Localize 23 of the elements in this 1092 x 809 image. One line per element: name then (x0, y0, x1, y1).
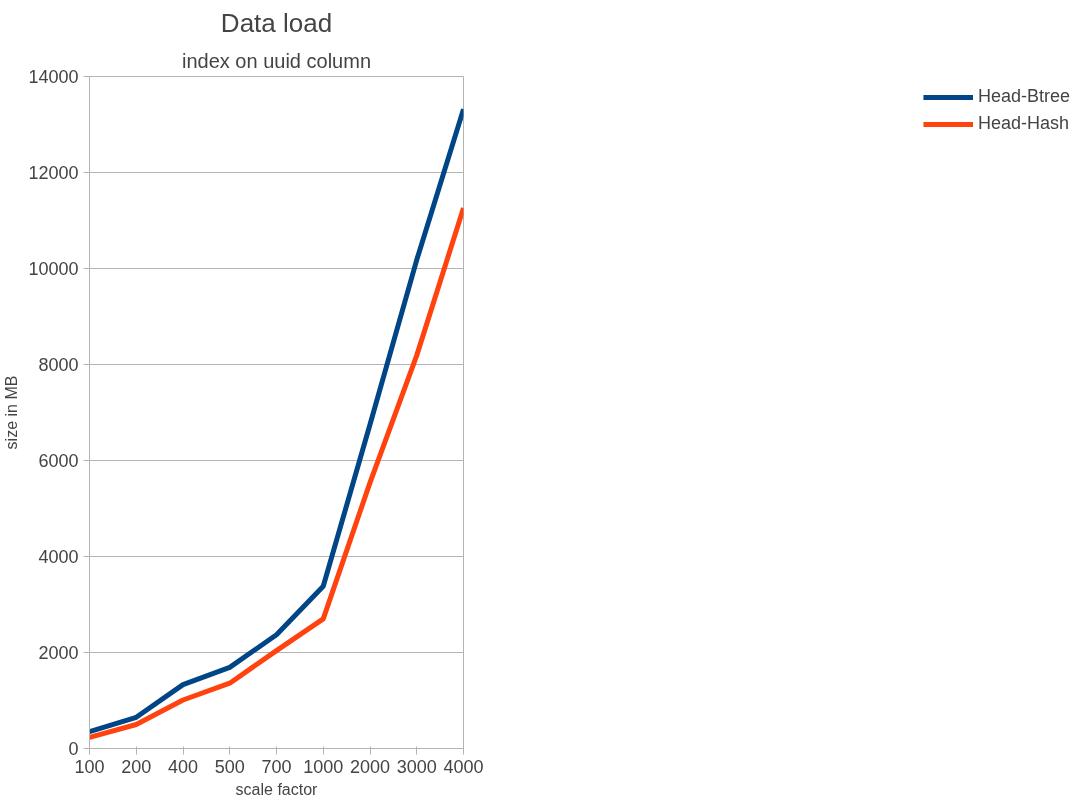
x-tick-label: 200 (121, 756, 152, 777)
x-tick-label: 3000 (396, 756, 437, 777)
y-tick-label: 2000 (38, 643, 79, 663)
legend-label: Head-Btree (977, 86, 1070, 107)
y-tick-label: 8000 (38, 355, 79, 375)
x-tick-label: 500 (214, 756, 245, 777)
y-tick-label: 4000 (38, 547, 79, 567)
chart-subtitle: index on uuid column (181, 49, 372, 72)
x-tick-label: 400 (167, 756, 199, 777)
x-tick-label: 1000 (303, 756, 344, 777)
y-tick-label: 14000 (28, 67, 79, 87)
y-tick-label: 6000 (38, 451, 79, 471)
chart-title: Data load (220, 7, 333, 38)
y-axis-title: size in MB (3, 375, 21, 450)
x-tick-label: 4000 (443, 756, 484, 777)
x-tick-label: 2000 (349, 756, 391, 777)
x-tick-label: 100 (74, 756, 105, 777)
y-tick-label: 10000 (28, 259, 79, 279)
x-axis-title: scale factor (235, 780, 319, 798)
legend-label: Head-Hash (977, 113, 1069, 134)
x-tick-label: 700 (261, 756, 292, 777)
y-tick-label: 0 (68, 739, 79, 759)
y-tick-label: 12000 (28, 163, 79, 183)
